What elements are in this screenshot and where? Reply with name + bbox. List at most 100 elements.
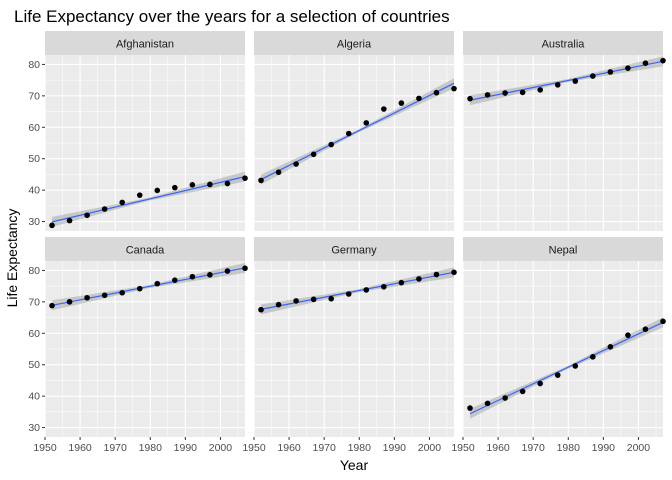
data-point-afghanistan [207,181,213,188]
data-point-australia [625,65,631,71]
data-point-germany [363,287,370,293]
data-point-australia [519,89,526,96]
y-tick-label: 70 [28,90,40,102]
data-point-nepal [484,400,491,407]
panel-afghanistan: Afghanistan 30 40 50 60 70 80 [28,31,248,231]
y-tick-label: 30 [28,422,40,434]
x-tick-label: 1980 [557,442,581,454]
y-tick-label: 80 [28,265,40,277]
chart-title: Life Expectancy over the years for a sel… [14,7,450,26]
strip-label-germany: Germany [331,245,377,257]
data-point-nepal [590,354,596,360]
data-point-germany [381,283,387,290]
data-point-australia [537,87,543,93]
data-point-algeria [275,169,282,176]
y-axis-label: Life Expectancy [4,209,20,308]
data-point-germany [398,279,405,286]
data-point-canada [242,265,248,272]
data-point-afghanistan [49,222,55,229]
x-tick-label: 1970 [103,442,127,454]
data-point-australia [590,73,596,79]
x-tick-label: 1950 [33,442,57,454]
strip-australia [463,31,663,55]
data-point-australia [467,95,473,102]
data-point-germany [416,276,422,282]
data-point-australia [642,60,649,66]
data-point-nepal [502,395,508,401]
fit-line-canada [51,267,246,306]
x-tick-label: 1970 [521,442,545,454]
data-point-algeria [258,177,264,184]
data-point-afghanistan [84,212,90,219]
data-point-algeria [416,95,422,102]
data-point-nepal [642,326,649,333]
data-point-afghanistan [101,206,108,212]
x-tick-label: 1970 [312,442,336,454]
data-point-australia [572,78,579,84]
data-point-afghanistan [224,180,231,187]
data-point-canada [84,294,90,301]
data-point-afghanistan [66,217,73,224]
data-point-canada [224,268,231,274]
x-tick-label: 1960 [68,442,92,454]
x-tick-label: 1980 [139,442,163,454]
strip-label-afghanistan: Afghanistan [116,39,174,51]
data-point-germany [258,306,264,313]
panel-nepal: Nepal 1950 1960 1970 1980 1990 2000 [451,237,666,454]
data-point-canada [172,277,178,283]
data-point-algeria [328,141,334,148]
y-tick-label: 50 [28,153,40,165]
data-point-afghanistan [119,199,125,206]
y-tick-label: 30 [28,216,40,228]
data-point-germany [293,298,299,304]
y-tick-label: 40 [28,391,40,403]
x-tick-label: 1950 [242,442,266,454]
data-point-canada [189,273,196,280]
y-tick-label: 50 [28,359,40,371]
y-tick-label: 70 [28,296,40,308]
data-point-afghanistan [154,187,161,194]
facet-panels: Afghanistan 30 40 50 60 70 80 Algeria Australia C… [28,31,666,454]
strip-afghanistan [45,31,245,55]
data-point-algeria [433,89,440,96]
data-point-algeria [310,151,317,158]
data-point-australia [502,90,508,96]
panel-germany: Germany 1950 1960 1970 1980 1990 2000 [242,237,457,454]
strip-label-australia: Australia [542,39,586,51]
data-point-algeria [451,85,457,92]
data-point-germany [345,291,352,297]
data-point-canada [101,292,108,299]
panel-algeria: Algeria [253,31,457,231]
strip-label-algeria: Algeria [337,39,372,51]
fit-line-afghanistan [51,176,246,223]
data-point-canada [136,285,143,292]
strip-label-nepal: Nepal [549,245,578,257]
data-point-australia [607,69,614,75]
data-point-afghanistan [136,192,143,198]
fit-line-algeria [260,82,455,180]
data-point-germany [433,271,440,278]
fit-line-australia [469,60,664,101]
data-point-nepal [607,344,614,350]
x-tick-label: 1990 [174,442,198,454]
data-point-germany [275,301,282,308]
data-point-afghanistan [172,184,178,191]
data-point-nepal [519,388,526,395]
strip-germany [254,237,454,261]
y-tick-label: 60 [28,122,40,134]
data-point-australia [554,82,561,88]
strip-label-canada: Canada [126,245,165,257]
data-point-nepal [554,372,561,378]
x-tick-label: 2000 [209,442,233,454]
strip-nepal [463,237,663,261]
data-point-nepal [572,363,579,369]
data-point-canada [119,289,125,296]
data-point-germany [310,296,317,303]
data-point-nepal [625,332,631,338]
data-point-australia [484,92,491,98]
strip-canada [45,237,245,261]
y-tick-label: 80 [28,59,40,71]
y-tick-label: 60 [28,328,40,340]
data-point-canada [66,299,73,305]
x-tick-label: 2000 [627,442,651,454]
